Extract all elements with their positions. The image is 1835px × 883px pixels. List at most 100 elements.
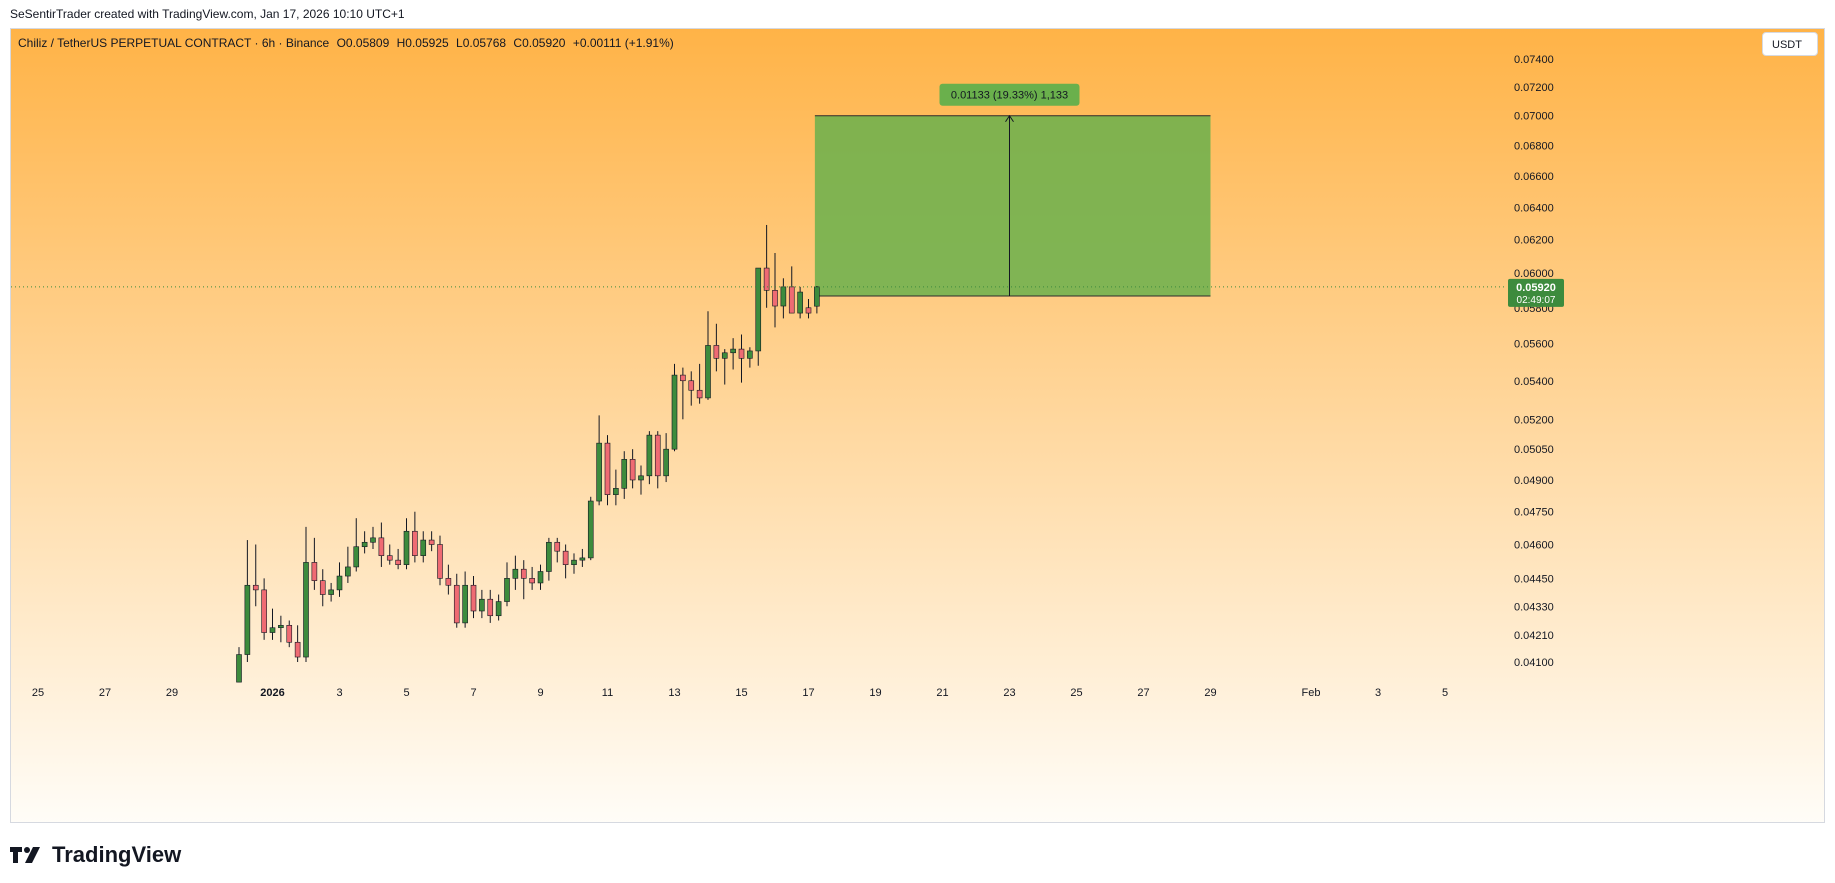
tradingview-logo[interactable]: TradingView — [10, 842, 181, 868]
time-tick-label: 15 — [735, 687, 747, 699]
candle-body — [462, 584, 468, 624]
candle — [512, 555, 519, 590]
candle-body — [755, 267, 762, 352]
candle — [378, 522, 385, 567]
candle-body — [520, 568, 527, 579]
candle — [763, 224, 770, 308]
candle — [294, 625, 301, 662]
tradingview-logo-text: TradingView — [52, 842, 182, 867]
candle-body — [579, 557, 586, 561]
candle-body — [604, 442, 611, 495]
candle — [713, 323, 720, 372]
candle — [604, 435, 611, 506]
target-arrow-head — [1005, 114, 1014, 123]
candle-body — [780, 286, 787, 307]
candle — [613, 469, 619, 506]
price-tick-label: 0.05050 — [1514, 444, 1554, 456]
chart-frame[interactable]: 0.01133 (19.33%) 1,133 0.04100 0.04210 0.0… — [10, 28, 1825, 823]
price-tick-label: 0.07000 — [1514, 111, 1554, 123]
candle — [638, 465, 644, 495]
last-price-value: 0.05920 — [1516, 282, 1556, 294]
candle — [437, 535, 443, 586]
candle — [621, 451, 628, 499]
candle-body — [319, 580, 326, 595]
candle — [487, 589, 494, 623]
candle-body — [713, 345, 720, 359]
candle — [386, 544, 393, 565]
candle — [269, 608, 276, 640]
price-tick-label: 0.04900 — [1514, 475, 1554, 487]
candle-body — [428, 539, 435, 545]
time-tick-label: 27 — [99, 687, 111, 699]
price-tick-label: 0.07200 — [1514, 82, 1554, 94]
candle-body — [437, 544, 443, 579]
candle — [311, 537, 318, 590]
candle — [562, 544, 569, 579]
price-tick-label: 0.06600 — [1514, 171, 1554, 183]
price-tick-label: 0.06200 — [1514, 235, 1554, 247]
candle-body — [370, 537, 376, 543]
candle — [814, 286, 820, 314]
candle-body — [654, 434, 661, 477]
candle — [453, 573, 460, 628]
candle — [504, 562, 510, 607]
candle — [646, 431, 653, 485]
time-tick-label: 5 — [1442, 687, 1448, 699]
candle — [772, 252, 778, 328]
candle-body — [445, 578, 452, 586]
candle-body — [537, 571, 544, 584]
candle — [671, 363, 678, 452]
candle-body — [386, 555, 393, 561]
candle-body — [487, 598, 494, 617]
candle-body — [562, 550, 569, 565]
time-tick-label: 2026 — [260, 687, 284, 699]
price-tick-label: 0.04450 — [1514, 573, 1554, 585]
candle-body — [303, 562, 309, 658]
candle — [445, 564, 452, 595]
candle-body — [747, 350, 753, 359]
legend-change: +0.00111 (+1.91%) — [572, 36, 674, 50]
time-tick-label: 21 — [936, 687, 948, 699]
candle — [654, 431, 661, 489]
candle-body — [336, 575, 343, 591]
candle-body — [412, 530, 418, 556]
candle-body — [353, 546, 360, 568]
candle-body — [696, 389, 703, 399]
time-tick-label: 5 — [403, 687, 409, 699]
legend-high: H0.05925 — [396, 36, 449, 50]
price-tick-label: 0.05400 — [1514, 376, 1554, 388]
time-tick-label: 25 — [1070, 687, 1082, 699]
time-tick-label: 7 — [470, 687, 476, 699]
candle — [252, 544, 259, 607]
price-tick-label: 0.06800 — [1514, 140, 1554, 152]
currency-selector[interactable]: USDT — [1762, 32, 1818, 56]
target-zone — [814, 115, 1211, 297]
candle-body — [286, 625, 293, 643]
candle — [680, 367, 686, 420]
price-tick-label: 0.07400 — [1514, 54, 1554, 66]
candle — [546, 537, 552, 581]
candle — [721, 349, 728, 385]
candle — [261, 578, 267, 640]
candle — [361, 531, 368, 554]
candle-body — [453, 584, 460, 624]
candle — [629, 449, 636, 489]
candle — [278, 615, 284, 643]
time-tick-label: 13 — [668, 687, 680, 699]
candle — [663, 433, 669, 483]
price-tick-label: 0.04750 — [1514, 507, 1554, 519]
candle-body — [479, 598, 485, 612]
candle-body — [629, 459, 636, 481]
time-tick-label: 3 — [336, 687, 342, 699]
candle-body — [646, 434, 653, 477]
price-chart[interactable]: 0.01133 (19.33%) 1,133 0.04100 0.04210 0.0… — [11, 29, 1825, 823]
candle — [705, 311, 711, 400]
candle-body — [638, 475, 644, 481]
candle-body — [571, 559, 577, 565]
candle — [730, 338, 736, 370]
price-tick-label: 0.04100 — [1514, 657, 1554, 669]
tradingview-logo-icon — [10, 847, 40, 863]
candle — [554, 537, 561, 563]
candle — [286, 620, 293, 648]
candle-body — [278, 625, 284, 629]
